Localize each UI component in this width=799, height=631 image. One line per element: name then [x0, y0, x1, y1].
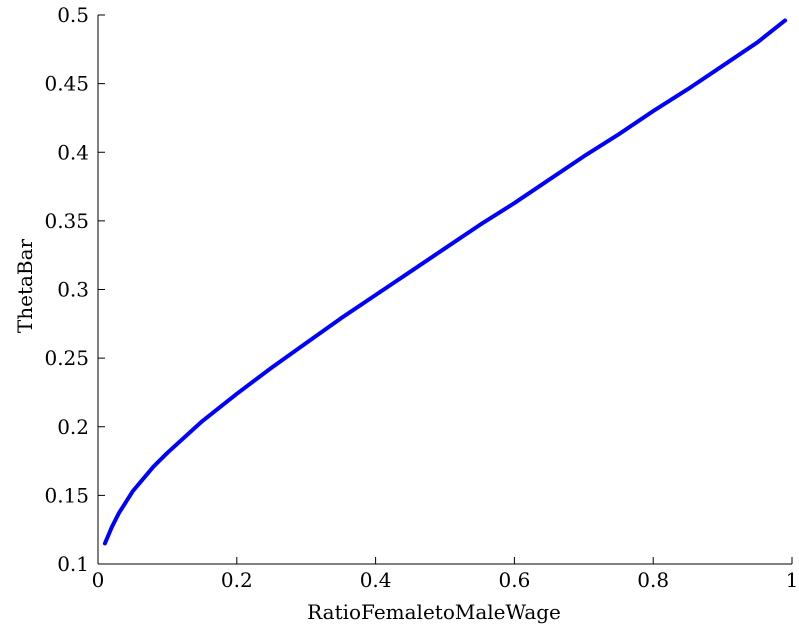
y-tick-label: 0.1	[57, 552, 89, 576]
x-tick-label: 0.2	[221, 568, 253, 592]
y-axis-title: ThetaBar	[13, 238, 37, 333]
x-axis-title: RatioFemaletoMaleWage	[307, 600, 561, 624]
x-axis-ticks: 0 0.2 0.4 0.6 0.8 1	[92, 557, 799, 592]
y-tick-label: 0.45	[44, 72, 89, 96]
y-tick-label: 0.25	[44, 346, 89, 370]
y-tick-label: 0.15	[44, 483, 89, 507]
x-tick-label: 0.6	[498, 568, 530, 592]
y-tick-label: 0.35	[44, 209, 89, 233]
series-line	[102, 18, 788, 546]
x-tick-label: 0.8	[637, 568, 669, 592]
y-tick-label: 0.4	[57, 140, 89, 164]
y-tick-label: 0.2	[57, 415, 89, 439]
x-tick-label: 1	[786, 568, 799, 592]
x-tick-label: 0.4	[360, 568, 392, 592]
y-tick-label: 0.5	[57, 3, 89, 27]
series-layer	[102, 18, 788, 546]
y-tick-label: 0.3	[57, 278, 89, 302]
y-axis-ticks: 0.1 0.15 0.2 0.25 0.3 0.35 0.4 0.45 0.5	[44, 3, 105, 576]
plot-frame	[97, 15, 792, 565]
x-tick-label: 0	[92, 568, 105, 592]
